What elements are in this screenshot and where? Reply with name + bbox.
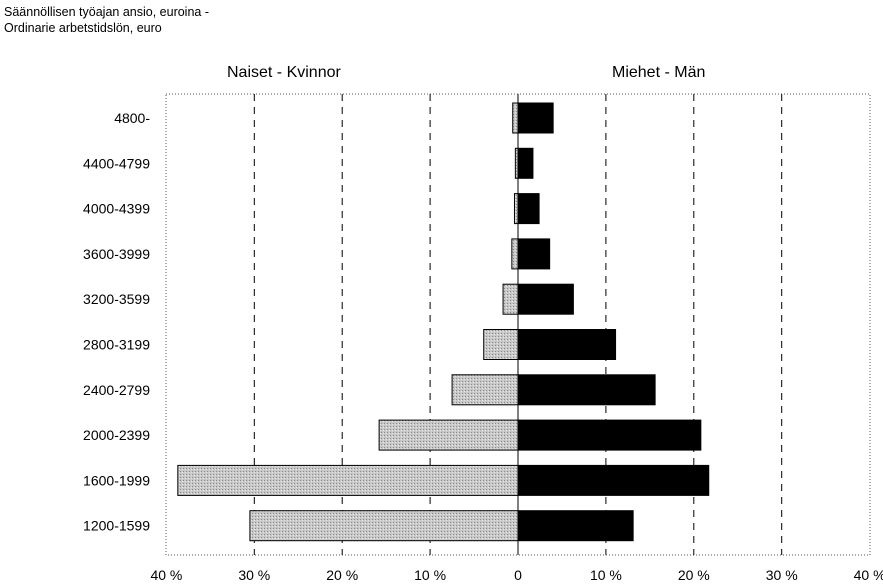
women-bar [502,283,519,315]
women-bar [513,193,519,225]
category-label: 1200-1599 [83,518,150,534]
category-label: 2400-2799 [83,382,150,398]
category-label: 3200-3599 [83,291,150,307]
men-bar [517,464,710,496]
women-bar [451,374,519,406]
x-tick-label: 40 % [150,567,182,583]
women-bar [511,238,519,270]
chart-title-line2: Ordinarie arbetstidslön, euro [4,21,162,35]
men-bar [517,193,540,225]
men-bar [517,238,551,270]
x-tick-label: 30 % [238,567,270,583]
category-label: 4000-4399 [83,201,150,217]
women-bar [483,329,519,360]
category-label: 4400-4799 [83,155,150,171]
x-tick-label: 30 % [766,567,798,583]
women-series-label: Naiset - Kvinnor [227,64,341,81]
men-bar [517,419,702,451]
category-label: 2000-2399 [83,427,150,443]
women-bar [177,464,519,496]
women-bar [249,510,519,542]
x-tick-label: 40 % [854,567,883,583]
women-bar [512,102,519,134]
chart-title: Säännöllisen työajan ansio, euroina - Or… [4,4,209,36]
category-label: 2800-3199 [83,337,150,353]
x-tick-label: 10 % [590,567,622,583]
x-tick-label: 20 % [678,567,710,583]
men-bar [517,374,656,406]
men-bar [517,329,617,360]
category-label: 1600-1999 [83,472,150,488]
men-series-label: Miehet - Män [612,64,706,81]
chart-title-line1: Säännöllisen työajan ansio, euroina - [4,5,209,19]
women-bar [378,419,519,451]
men-bar [517,510,634,542]
x-tick-label: 10 % [414,567,446,583]
category-label: 3600-3999 [83,246,150,262]
men-bar [517,283,574,315]
category-label: 4800- [114,110,150,126]
men-bar [517,147,534,179]
x-tick-label: 20 % [326,567,358,583]
x-tick-label: 0 [514,567,522,583]
men-bar [517,102,554,134]
